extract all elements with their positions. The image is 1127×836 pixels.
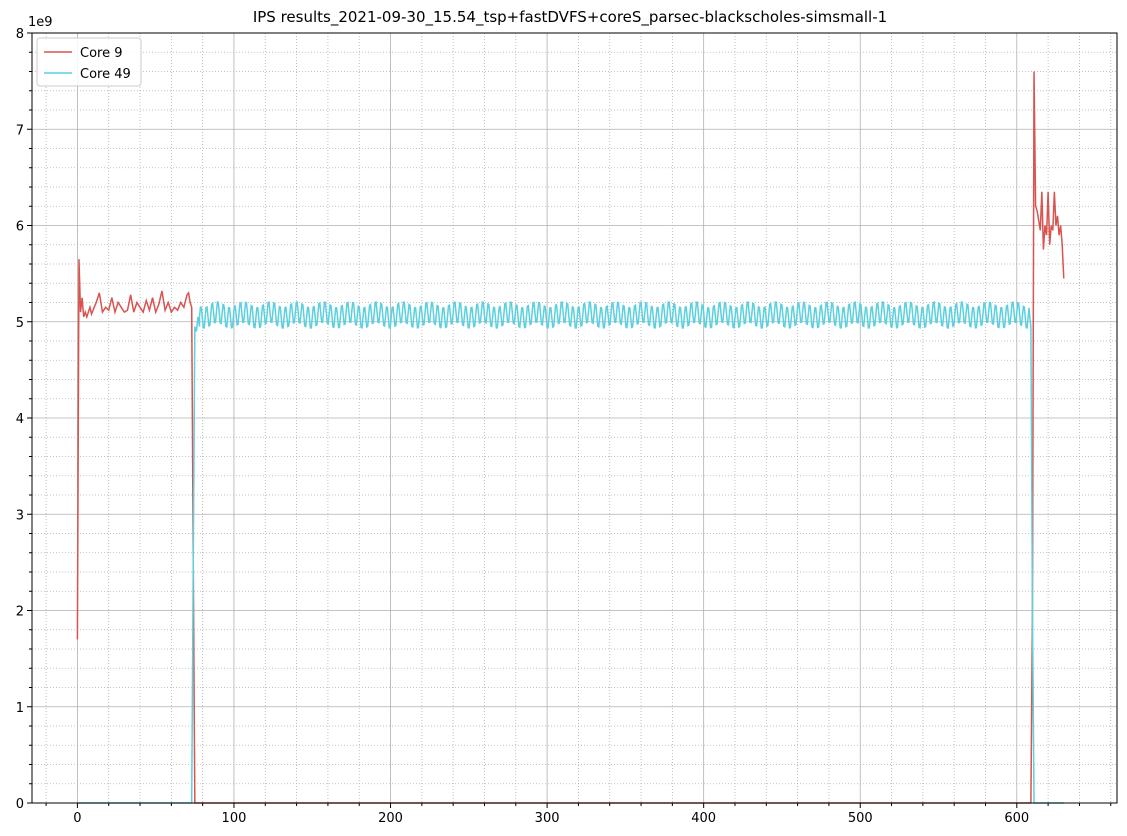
x-tick-label: 300 bbox=[535, 811, 560, 826]
legend-label: Core 9 bbox=[80, 46, 123, 61]
y-tick-label: 0 bbox=[16, 797, 24, 812]
x-tick-label: 0 bbox=[73, 811, 81, 826]
x-tick-label: 100 bbox=[222, 811, 247, 826]
legend-box bbox=[36, 37, 142, 87]
y-tick-label: 2 bbox=[16, 605, 24, 620]
y-tick-label: 1 bbox=[16, 701, 24, 716]
y-tick-label: 7 bbox=[16, 123, 24, 138]
y-tick-label: 8 bbox=[16, 27, 24, 42]
x-tick-label: 400 bbox=[691, 811, 716, 826]
x-tick-label: 600 bbox=[1004, 811, 1029, 826]
x-tick-label: 200 bbox=[378, 811, 403, 826]
series-layer bbox=[76, 71, 1065, 804]
y-tick-label: 6 bbox=[16, 220, 24, 235]
y-offset-label: 1e9 bbox=[28, 15, 53, 30]
x-tick-label: 500 bbox=[848, 811, 873, 826]
series-line-core-9 bbox=[76, 71, 1065, 804]
y-tick-label: 4 bbox=[16, 412, 24, 427]
legend: Core 9 Core 49 bbox=[36, 37, 142, 87]
series-line-core-49 bbox=[77, 301, 1064, 804]
major-grid bbox=[32, 32, 1117, 804]
y-tick-label: 5 bbox=[16, 316, 24, 331]
chart-title: IPS results_2021-09-30_15.54_tsp+fastDVF… bbox=[253, 8, 887, 27]
y-tick-label: 3 bbox=[16, 508, 24, 523]
legend-label: Core 49 bbox=[80, 67, 131, 82]
axis-ticks: 0 100 200 300 400 500 600 0 1 2 3 4 5 6 7 8 bbox=[16, 27, 1112, 826]
